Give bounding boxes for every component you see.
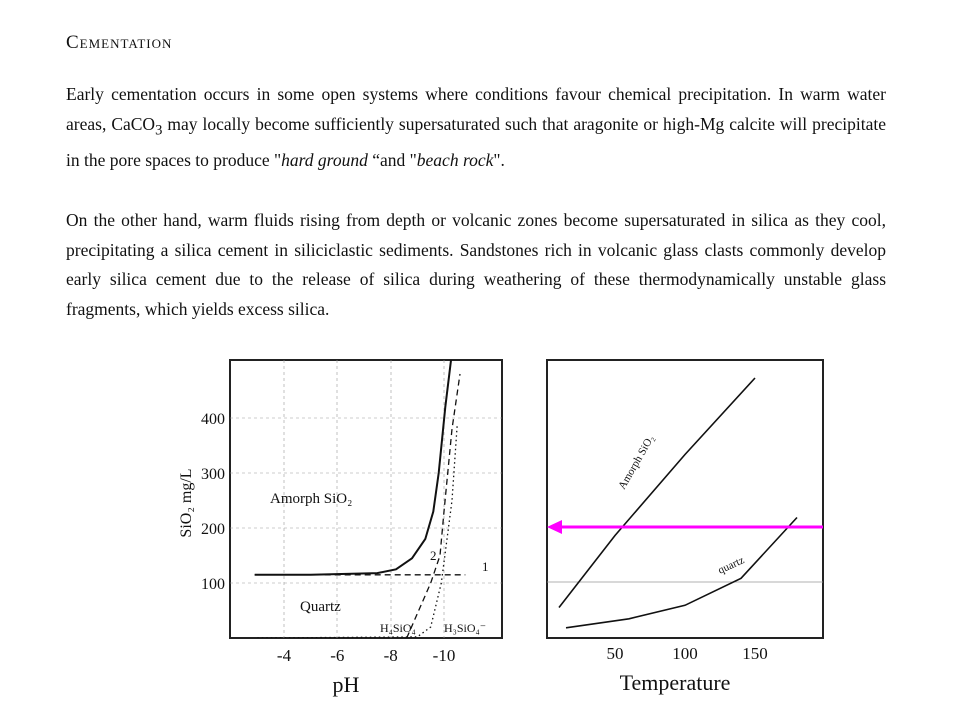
ph-x-tick-label: -6 — [330, 646, 344, 665]
p1-subscript: 3 — [155, 122, 163, 138]
ph-x-tick-label: -10 — [433, 646, 456, 665]
paragraph-early-cementation: Early cementation occurs in some open sy… — [66, 80, 886, 175]
temperature-chart: 50 100 150 Temperature Amorph SiO₂ quartz — [546, 359, 824, 695]
ph-y-tick-label: 400 — [201, 411, 225, 428]
curve-2-label: 2 — [430, 548, 437, 563]
ph-chart-frame — [229, 359, 503, 639]
p1-text-d: ". — [493, 149, 505, 170]
temp-chart-series-group — [558, 377, 798, 629]
ph-chart-series-group — [254, 360, 466, 638]
paragraph-silica-cement: On the other hand, warm fluids rising fr… — [66, 210, 886, 319]
p1-text-a: Early cementation occurs in some open sy… — [66, 84, 886, 134]
ph-y-tick-label: 100 — [201, 576, 225, 593]
ph-y-tick-label: 200 — [201, 521, 225, 538]
ph-chart-x-label: pH — [333, 672, 360, 697]
section-heading: Cementation — [66, 32, 173, 53]
temp-chart-x-label: Temperature — [620, 670, 731, 695]
ph-chart-y-label: SiO₂ mg/L — [178, 468, 195, 537]
p1-text-b: may locally become sufficiently supersat… — [66, 113, 886, 170]
p1-beach-rock: beach rock — [416, 149, 494, 170]
ph-x-tick-label: -8 — [384, 646, 398, 665]
quartz-curve-label: quartz — [716, 554, 746, 577]
quartz-region-label: Quartz — [300, 599, 341, 615]
temp-x-tick-label: 50 — [607, 644, 624, 663]
ph-y-tick-label: 300 — [201, 466, 225, 483]
h4sio4-label: H₄SiO₄ — [380, 621, 416, 635]
ph-chart: SiO₂ mg/L 100 200 300 400 -4 -6 -8 -10 pH Amor… — [178, 359, 503, 697]
p1-text-c: “and " — [367, 149, 417, 170]
quartz-curve — [565, 516, 798, 629]
temp-chart-frame — [546, 359, 824, 639]
ph-series-dotted-3 — [257, 423, 458, 638]
h3sio4-label: H₃SiO₄⁻ — [444, 621, 486, 635]
temp-chart-x-ticks: 50 100 150 — [607, 644, 768, 663]
arrowhead-icon — [547, 520, 562, 534]
ph-series-solid-0 — [254, 360, 453, 576]
p1-hard-ground: hard ground — [281, 149, 368, 170]
ph-x-tick-label: -4 — [277, 646, 292, 665]
amorph-sio2-region-label: Amorph SiO₂ — [270, 491, 352, 507]
ph-chart-y-ticks: 100 200 300 400 — [201, 411, 225, 593]
amorph-sio2-curve-label: Amorph SiO₂ — [616, 433, 657, 491]
temp-x-tick-label: 150 — [742, 644, 768, 663]
magenta-arrow — [547, 520, 823, 534]
ph-chart-gridlines — [230, 360, 502, 638]
temp-x-tick-label: 100 — [672, 644, 698, 663]
ph-series-dashed-1 — [406, 373, 461, 638]
curve-1-label: 1 — [482, 559, 489, 574]
ph-chart-x-ticks: -4 -6 -8 -10 — [277, 646, 455, 665]
amorph-sio2-curve — [558, 377, 756, 608]
